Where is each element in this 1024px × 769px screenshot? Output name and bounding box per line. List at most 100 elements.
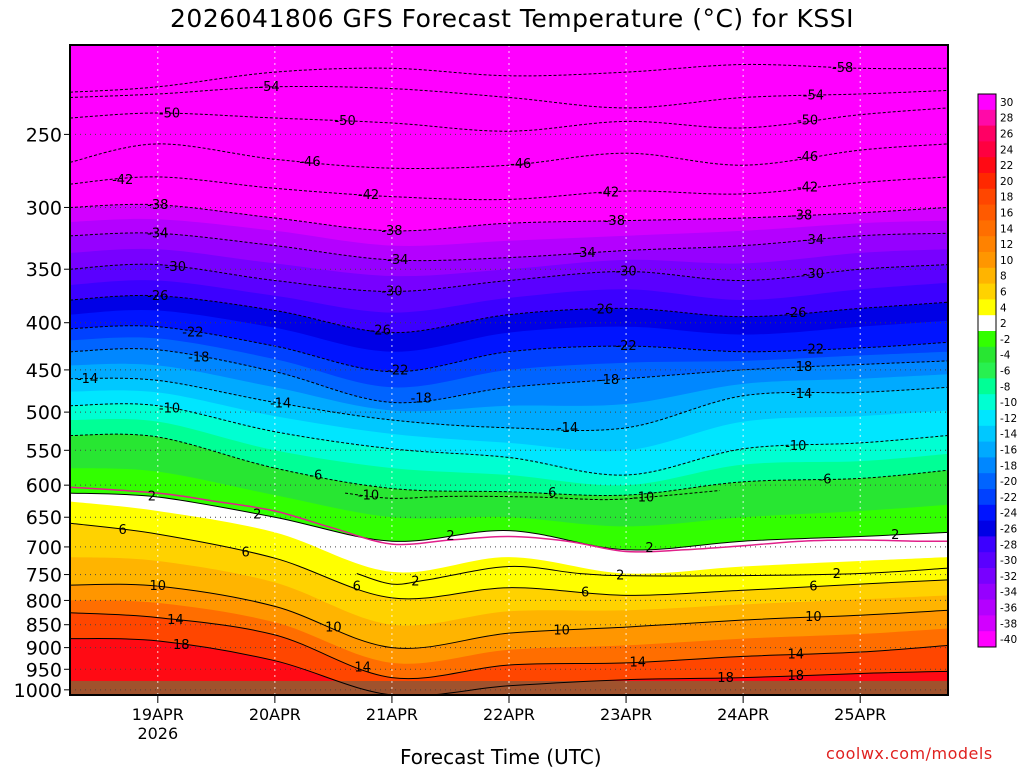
colorbar-label: -18 — [1000, 460, 1017, 472]
contour-label: 2 — [411, 574, 419, 589]
contour-lines — [70, 63, 948, 695]
temperature-band — [70, 638, 948, 695]
colorbar-swatch — [978, 568, 996, 585]
contour-label: -26 — [370, 323, 391, 338]
contour-label: -30 — [381, 284, 402, 299]
colorbar-frame — [977, 93, 997, 648]
contour-label: -50 — [797, 114, 818, 129]
contour-line — [70, 433, 948, 496]
colorbar-label: -10 — [1000, 397, 1017, 409]
colorbar-swatch — [978, 615, 996, 632]
colorbar-label: 18 — [1000, 192, 1013, 204]
contour-label: 2 — [446, 529, 454, 544]
colorbar-swatch — [978, 346, 996, 364]
contour-label: 14 — [788, 647, 805, 662]
contour-line — [70, 403, 948, 476]
colorbar-label: -24 — [1000, 508, 1017, 520]
y-tick-label: 300 — [26, 197, 62, 219]
x-tick-label: 25APR — [834, 705, 886, 724]
contour-label: 14 — [629, 655, 646, 670]
colorbar-swatch — [978, 267, 996, 285]
contour-line — [70, 348, 948, 404]
contour-label: -30 — [803, 267, 824, 282]
colorbar-swatch — [978, 489, 996, 506]
contour-label: 10 — [325, 621, 342, 636]
contour-label: -6 — [543, 486, 556, 501]
colorbar-swatch — [978, 457, 996, 474]
contour-line — [70, 492, 948, 551]
colorbar-swatch — [978, 599, 996, 616]
colorbar-swatch — [978, 378, 996, 395]
colorbar-label: 20 — [1000, 176, 1013, 188]
colorbar-swatch — [978, 473, 996, 490]
colorbar-label: -30 — [1000, 555, 1017, 567]
colorbar-label: -28 — [1000, 539, 1017, 551]
colorbar-swatch — [978, 410, 996, 427]
colorbar-swatch — [978, 141, 996, 158]
colorbar-label: -14 — [1000, 429, 1017, 441]
y-tick-label: 350 — [26, 259, 62, 281]
credit-text: coolwx.com/models — [826, 744, 993, 763]
colorbar-label: 4 — [1000, 302, 1007, 314]
colorbar-label: -12 — [1000, 413, 1017, 425]
contour-label: -14 — [557, 421, 578, 436]
contour-label: -10 — [633, 490, 654, 505]
contour-label: -42 — [598, 185, 619, 200]
contour-label: -10 — [159, 401, 180, 416]
y-tick-label: 950 — [26, 659, 62, 681]
colorbar-swatch — [978, 173, 996, 190]
contour-label: -46 — [299, 155, 320, 170]
x-tick-label: 24APR — [717, 705, 769, 724]
contour-label: -6 — [309, 468, 322, 483]
y-tick-label: 650 — [26, 507, 62, 529]
contour-label: 2 — [616, 568, 624, 583]
contour-label: -10 — [785, 439, 806, 454]
colorbar-label: -34 — [1000, 587, 1017, 599]
contour-line — [70, 63, 948, 93]
contour-label: 18 — [788, 669, 805, 684]
x-tick-sublabel: 2026 — [137, 724, 178, 743]
colorbar-swatch — [978, 204, 996, 221]
contour-label: 2 — [148, 490, 156, 505]
contour-label: -42 — [797, 181, 818, 196]
colorbar-swatch — [978, 504, 996, 522]
contour-label: 18 — [173, 638, 190, 653]
contour-label: -46 — [510, 157, 531, 172]
colorbar-label: 16 — [1000, 208, 1014, 220]
contour-label: 6 — [119, 523, 127, 538]
contour-label: -46 — [797, 150, 818, 165]
colorbar-label: 22 — [1000, 160, 1013, 172]
contour-label: -14 — [77, 372, 98, 387]
y-tick-label: 850 — [26, 615, 62, 637]
colorbar-label: 26 — [1000, 129, 1014, 141]
colorbar-label: -26 — [1000, 524, 1017, 536]
contour-line — [70, 143, 948, 170]
colorbar-label: 8 — [1000, 271, 1007, 283]
contour-label: -22 — [182, 326, 203, 341]
colorbar-swatch — [978, 331, 996, 348]
contour-label: -54 — [803, 88, 824, 103]
colorbar-label: -20 — [1000, 476, 1017, 488]
y-tick-label: 250 — [26, 124, 62, 146]
contour-label: 18 — [717, 671, 734, 686]
colorbar-swatch — [978, 441, 996, 458]
contour-label: -26 — [147, 289, 168, 304]
contour-line — [70, 263, 948, 293]
colorbar-label: -38 — [1000, 618, 1017, 630]
contour-label: 10 — [805, 610, 822, 625]
colorbar-label: 24 — [1000, 144, 1014, 156]
contour-line — [70, 232, 948, 262]
colorbar-swatch — [978, 252, 996, 269]
chart-title: 2026041806 GFS Forecast Temperature (°C)… — [170, 4, 854, 33]
colorbar-label: -8 — [1000, 381, 1010, 393]
colorbar-label: -6 — [1000, 366, 1011, 378]
y-tick-label: 700 — [26, 537, 62, 559]
contour-label: -50 — [334, 114, 355, 129]
y-tick-label: 750 — [26, 565, 62, 587]
colorbar-swatch — [978, 520, 996, 537]
colorbar-label: -40 — [1000, 634, 1017, 646]
x-tick-label: 22APR — [483, 705, 535, 724]
x-tick-label: 20APR — [249, 705, 301, 724]
